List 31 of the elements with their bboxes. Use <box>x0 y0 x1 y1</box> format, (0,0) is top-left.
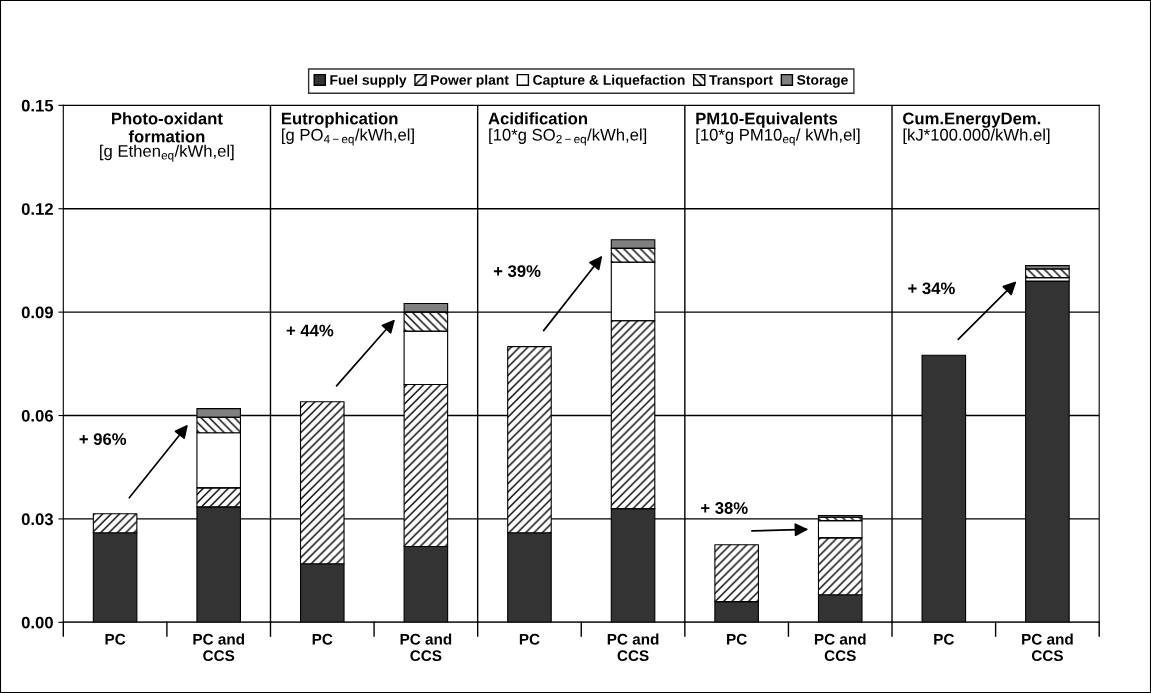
y-tick-label: 0.00 <box>21 616 53 629</box>
legend-label: Fuel supply <box>330 74 407 88</box>
legend-label: Storage <box>797 75 848 88</box>
y-tick-label: 0.06 <box>21 409 53 422</box>
annotation: + 34% <box>908 282 955 295</box>
annotation: + 96% <box>79 433 127 445</box>
x-tick-label: PC and CCS <box>400 633 452 662</box>
annotation: Eutrophication [g PO$_{4−eq}$/kWh,el] <box>281 112 414 146</box>
annotation: + 44% <box>286 324 334 337</box>
x-tick-label: PC <box>934 633 955 645</box>
annotation: PM10-Equivalents [10*g PM10$_{eq}$/ kWh,el] <box>696 112 860 146</box>
y-tick-label: 0.15 <box>21 99 54 112</box>
x-tick-label: PC and CCS <box>193 633 244 662</box>
annotation: Cum.EnergyDem. [kJ*100.000/kWh.el] <box>903 112 1050 144</box>
x-tick-label: PC and CCS <box>607 633 659 662</box>
x-tick-label: PC <box>727 633 747 645</box>
legend-label: Capture & Liquefaction <box>533 74 685 88</box>
x-tick-label: PC <box>312 633 333 645</box>
legend-label: Power plant <box>431 74 509 88</box>
y-tick-label: 0.09 <box>21 306 53 319</box>
y-tick-label: 0.03 <box>21 513 53 526</box>
y-tick-label: 0.12 <box>21 203 53 215</box>
legend-label: Transport <box>709 75 773 88</box>
x-tick-label: PC and CCS <box>814 633 866 662</box>
x-tick-label: PC and CCS <box>1022 633 1073 662</box>
annotation: Acidification [10*g SO$_{2−eq}$/kWh,el] <box>488 112 647 146</box>
annotation: Photo-oxidant formation [g Ethen$_{eq}$/kWh,el] <box>100 112 234 162</box>
x-tick-label: PC <box>105 633 126 645</box>
x-tick-label: PC <box>519 633 540 645</box>
annotation: + 39% <box>493 265 541 277</box>
annotation: + 38% <box>701 502 748 514</box>
